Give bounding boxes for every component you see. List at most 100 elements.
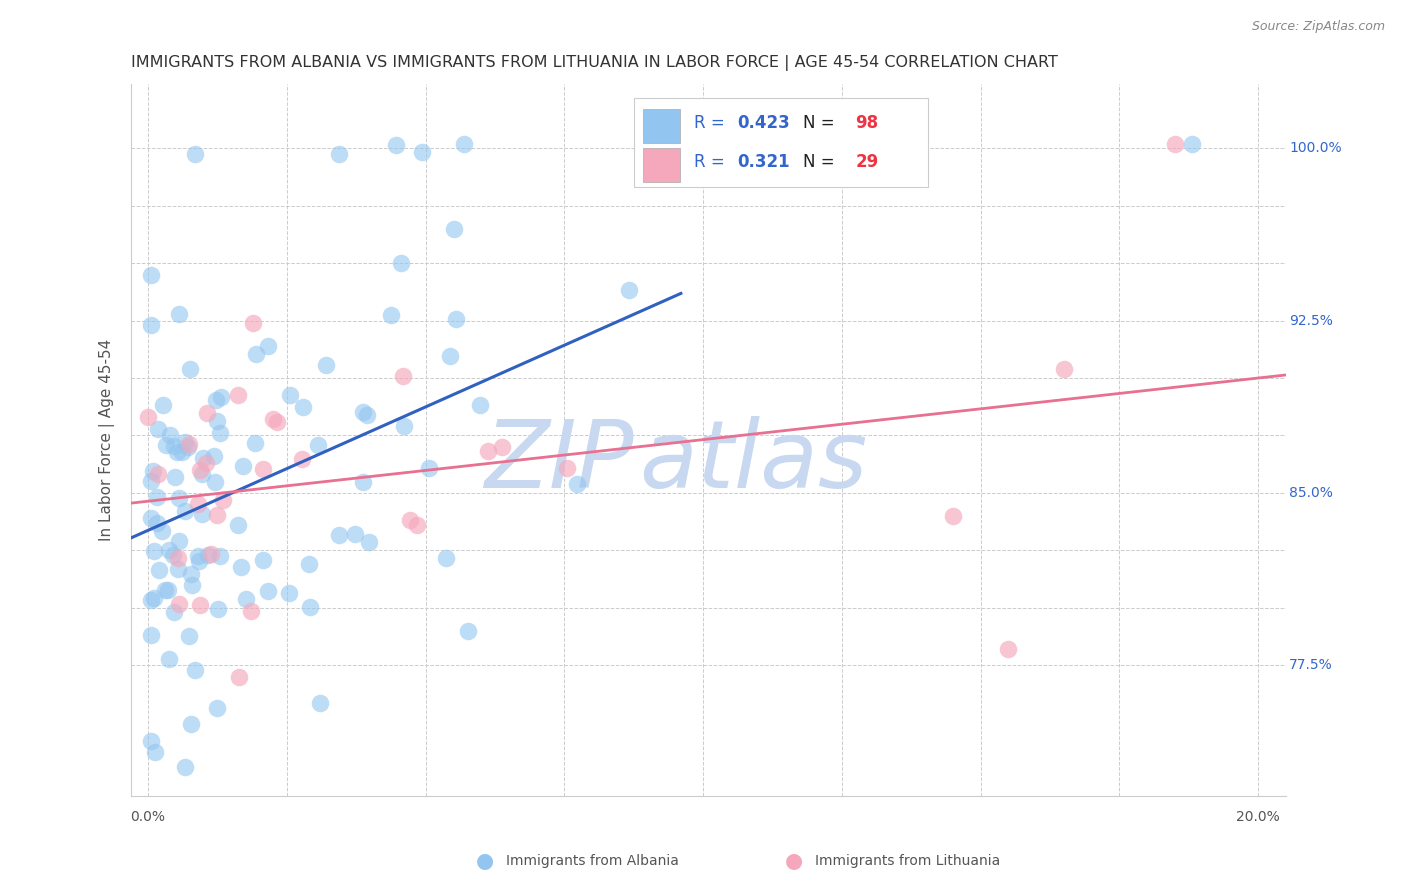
Point (405, 518, 427, 533)
Point (207, 413, 229, 427)
Point (174, 435, 197, 450)
Point (166, 562, 188, 576)
Point (139, 511, 162, 525)
Point (256, 584, 278, 599)
Point (157, 652, 180, 666)
Point (191, 507, 214, 521)
Point (617, 283, 640, 297)
Point (136, 409, 159, 424)
Point (359, 535, 381, 549)
Point (328, 528, 350, 542)
Point (205, 392, 228, 407)
Point (180, 717, 202, 731)
Text: 0.0%: 0.0% (131, 810, 166, 824)
Point (170, 445, 193, 459)
Point (205, 701, 228, 715)
Point (174, 760, 197, 774)
Point (200, 547, 222, 561)
Point (308, 696, 330, 710)
Point (191, 467, 214, 482)
Point (177, 440, 200, 454)
Point (143, 745, 166, 759)
Point (226, 517, 249, 532)
Point (179, 436, 201, 450)
Point (162, 548, 184, 562)
Text: Immigrants from Albania: Immigrants from Albania (506, 854, 679, 868)
Point (146, 491, 169, 505)
Text: 77.5%: 77.5% (1289, 658, 1333, 673)
Text: N =: N = (803, 153, 841, 171)
Point (291, 452, 314, 467)
Point (173, 504, 195, 518)
Point (315, 359, 337, 373)
Point (229, 560, 252, 574)
Bar (643, 109, 679, 143)
Point (278, 388, 301, 402)
Point (188, 463, 211, 477)
Point (468, 398, 491, 412)
Point (180, 567, 202, 582)
Point (188, 554, 211, 568)
Point (228, 670, 250, 684)
Point (356, 408, 378, 422)
Point (148, 563, 170, 577)
Point (257, 339, 280, 353)
Point (380, 308, 402, 322)
Text: 85.0%: 85.0% (1289, 486, 1333, 500)
Point (150, 524, 173, 538)
Text: ZIP: ZIP (484, 416, 634, 507)
Text: R =: R = (693, 114, 730, 132)
Point (167, 597, 190, 611)
Point (385, 137, 408, 152)
Point (184, 663, 207, 677)
Bar (643, 148, 679, 182)
Point (457, 624, 479, 639)
Point (266, 415, 288, 429)
Point (243, 436, 266, 450)
Point (997, 642, 1019, 657)
Point (157, 543, 180, 558)
FancyBboxPatch shape (634, 98, 928, 187)
Point (239, 604, 262, 618)
Point (477, 444, 499, 458)
Point (555, 461, 578, 475)
Point (352, 475, 374, 489)
Point (167, 308, 190, 322)
Point (162, 439, 184, 453)
Point (184, 146, 207, 161)
Point (232, 459, 254, 474)
Text: 100.0%: 100.0% (1289, 141, 1341, 155)
Point (1180, 136, 1202, 151)
Point (1053, 362, 1076, 376)
Point (434, 550, 457, 565)
Text: N =: N = (803, 114, 841, 132)
Point (195, 406, 218, 420)
Point (444, 312, 467, 326)
Point (139, 593, 162, 607)
Point (298, 600, 321, 615)
Point (418, 460, 440, 475)
Point (202, 449, 225, 463)
Text: IMMIGRANTS FROM ALBANIA VS IMMIGRANTS FROM LITHUANIA IN LABOR FORCE | AGE 45-54 : IMMIGRANTS FROM ALBANIA VS IMMIGRANTS FR… (131, 55, 1059, 71)
Point (146, 467, 169, 482)
Point (146, 516, 169, 531)
Point (491, 440, 513, 454)
Point (252, 462, 274, 476)
Point (159, 428, 181, 442)
Text: Immigrants from Lithuania: Immigrants from Lithuania (815, 854, 1001, 868)
Point (399, 513, 422, 527)
Point (207, 508, 229, 523)
Point (163, 605, 186, 619)
Point (166, 551, 188, 566)
Text: 20.0%: 20.0% (1236, 810, 1279, 824)
Point (262, 412, 284, 426)
Point (453, 136, 475, 151)
Text: 92.5%: 92.5% (1289, 313, 1333, 327)
Point (1164, 136, 1187, 151)
Point (146, 422, 169, 436)
Point (142, 464, 165, 478)
Point (942, 508, 965, 523)
Point (211, 390, 233, 404)
Point (152, 398, 174, 412)
Text: 29: 29 (855, 153, 879, 171)
